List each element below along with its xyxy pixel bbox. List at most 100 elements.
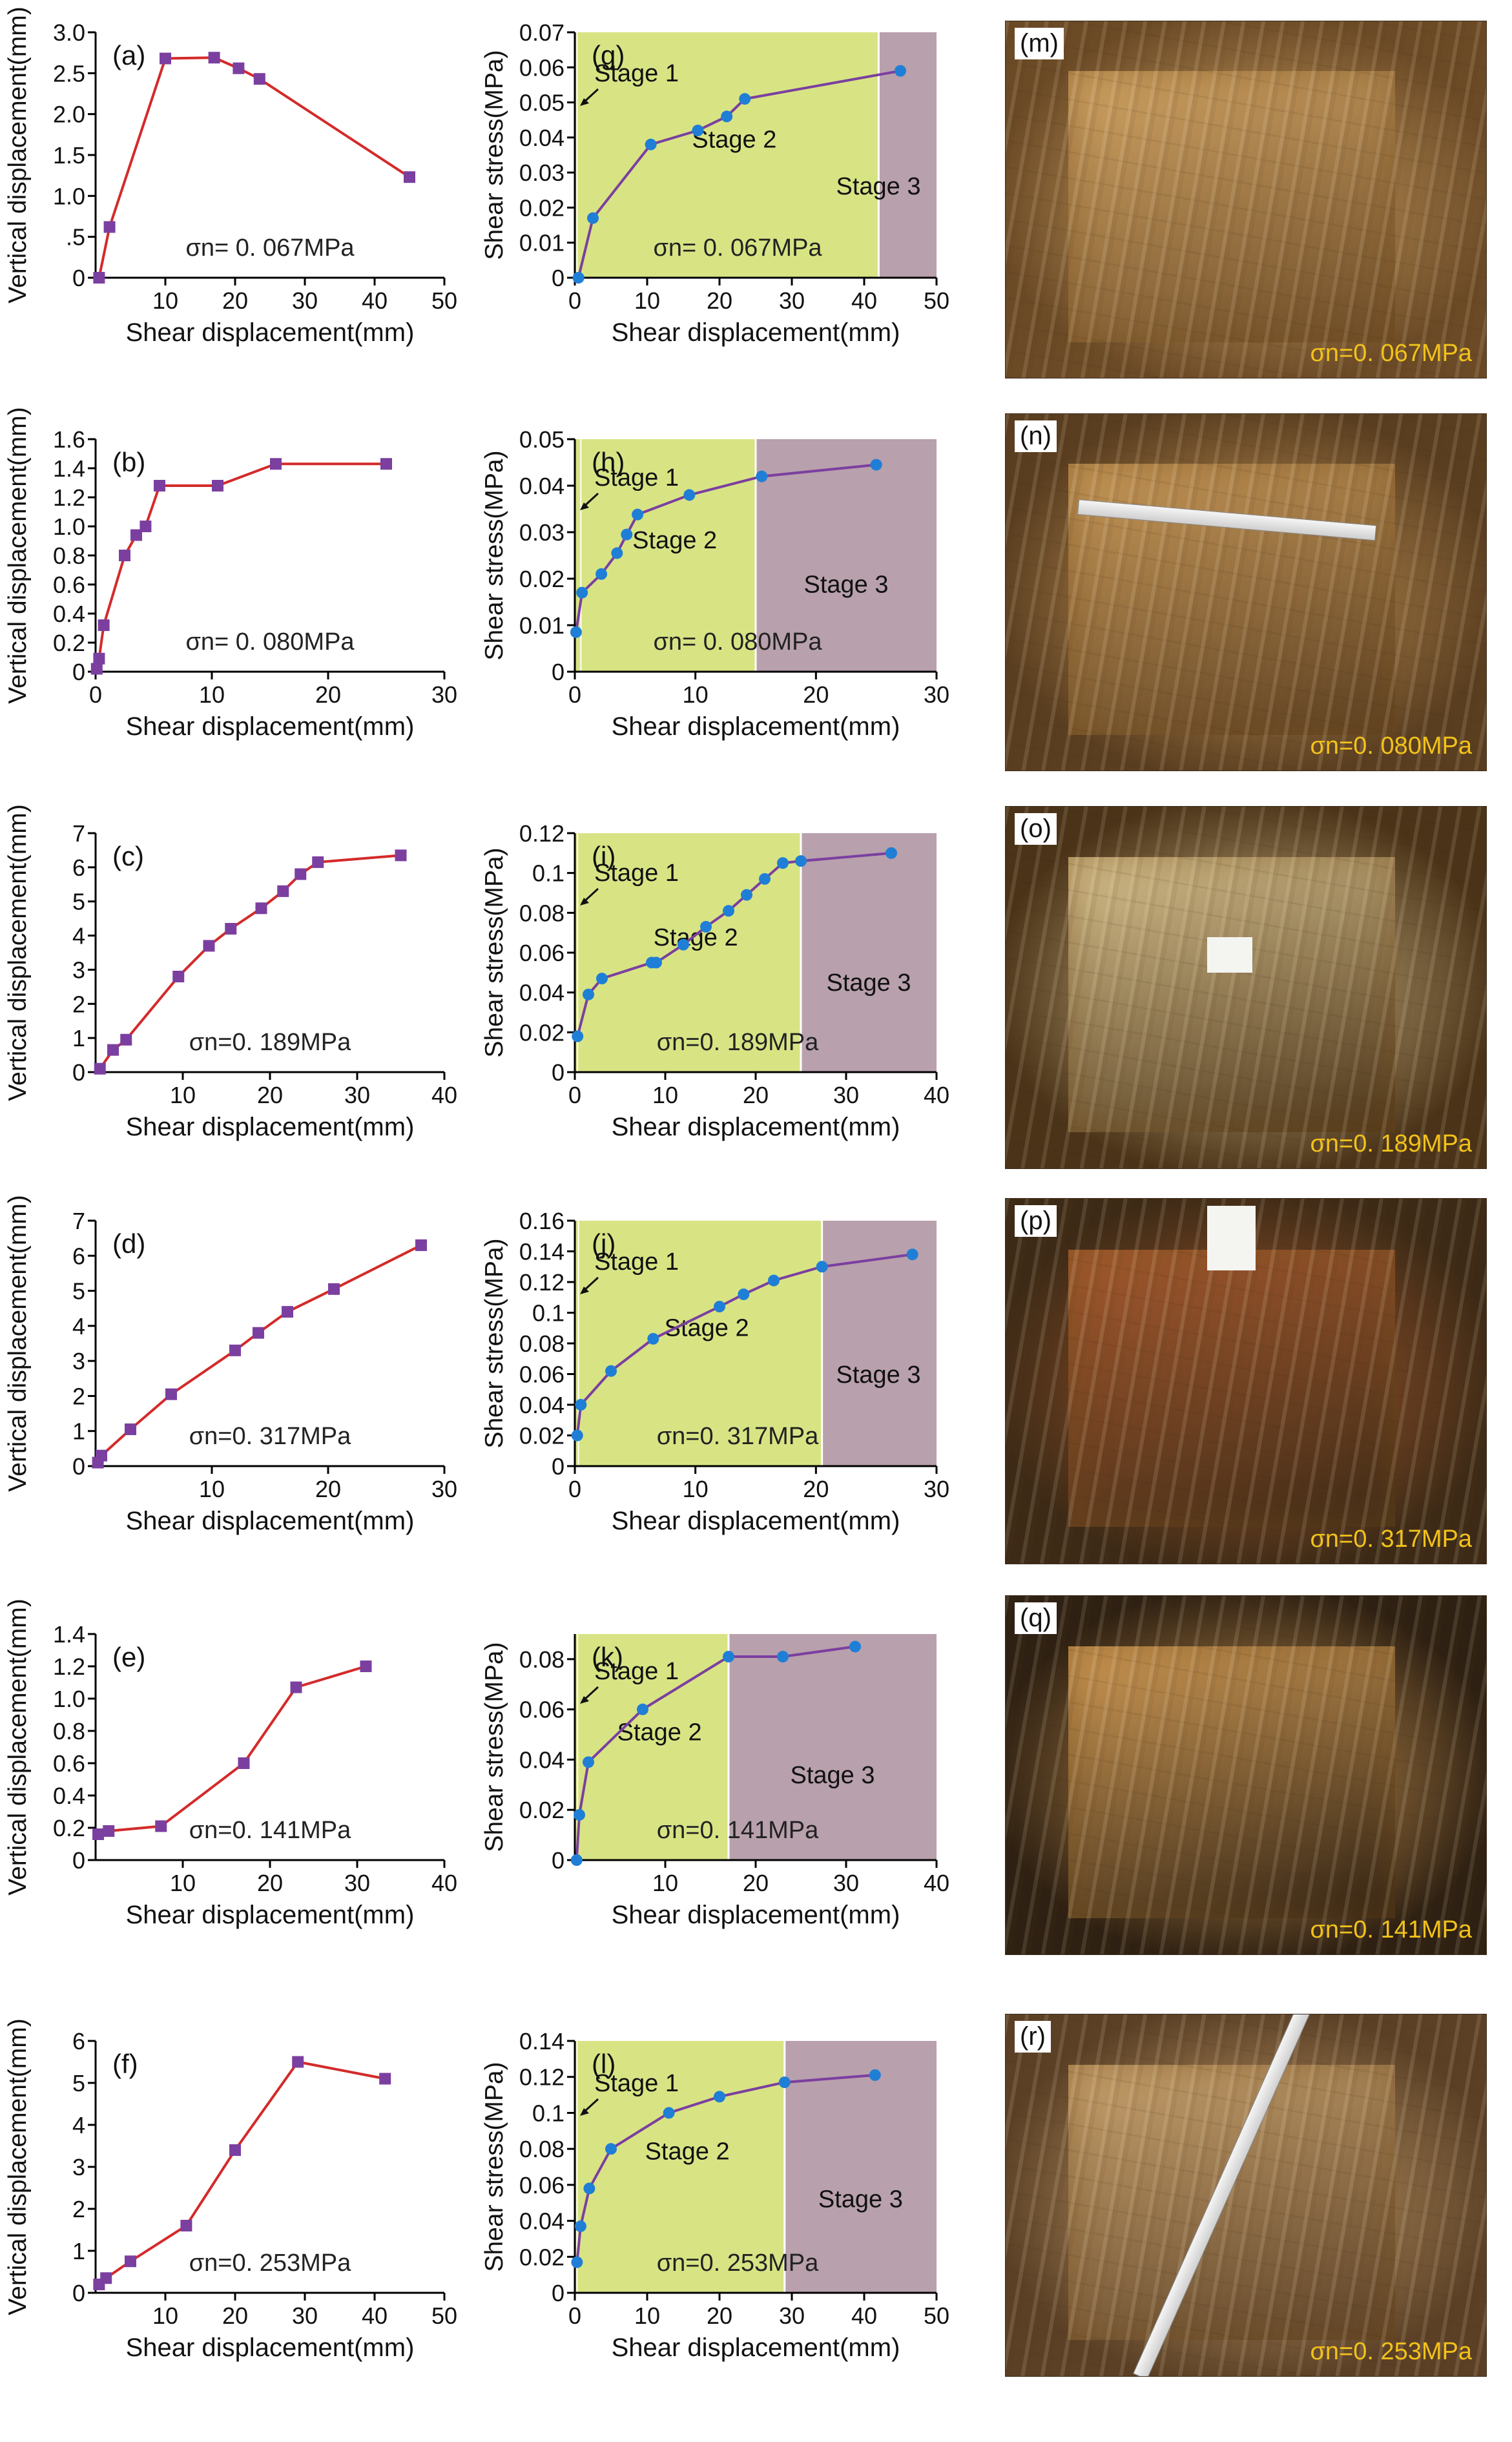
x-tick-label: 20 [707,287,732,314]
y-tick-label: 0.16 [519,1208,564,1234]
sigma-annotation: σn= 0. 067MPa [653,234,822,262]
x-tick-label: 30 [924,1476,949,1502]
data-point [650,957,662,969]
x-axis-label: Shear displacement(mm) [612,2333,900,2362]
x-tick-label: 40 [924,1870,949,1896]
data-point [570,1854,583,1866]
data-point [165,1388,177,1400]
x-tick-label: 20 [803,681,829,708]
x-tick-label: 30 [779,287,805,314]
y-tick-label: 0.8 [53,1718,85,1744]
y-tick-label: 6 [72,2028,85,2054]
photo-panel-p: (p) σn=0. 317MPa [1005,1198,1487,1564]
data-point [583,2182,595,2195]
stage-label: Stage 2 [692,127,776,154]
data-point [172,971,185,982]
sigma-annotation: σn=0. 253MPa [189,2250,351,2277]
data-point [795,855,807,867]
y-tick-label: 2.0 [53,101,85,128]
panel-label: (j) [592,1228,616,1259]
data-point [140,521,152,532]
x-tick-label: 40 [362,287,388,314]
x-tick-label: 10 [170,1082,196,1108]
x-tick-label: 30 [833,1082,859,1108]
x-tick-label: 50 [924,287,949,314]
photo-sigma-label: σn=0. 189MPa [1310,1130,1472,1157]
y-tick-label: 0 [552,2280,564,2306]
data-point [595,568,608,580]
y-tick-label: 2 [72,2196,85,2222]
y-tick-label: 3 [72,2154,85,2180]
panel-label: (b) [112,447,145,477]
data-point [816,1261,828,1273]
stage-label: Stage 2 [632,527,717,554]
soil-texture [1006,414,1486,771]
y-tick-label: 1 [72,1418,85,1445]
x-tick-label: 10 [152,287,178,314]
y-tick-label: 0.02 [519,2244,564,2270]
stage-region-2 [578,1221,822,1466]
data-point [160,52,171,65]
data-point [870,459,882,471]
y-tick-label: 5 [72,889,85,915]
y-tick-label: 4 [72,2112,85,2138]
y-tick-label: 0 [72,1847,85,1874]
data-point [395,849,407,862]
data-point [270,458,282,470]
data-point [576,586,588,599]
chart-panel-g: 0 0.01 0.02 0.03 0.04 0.05 0.06 0.07 0 10 20 30 40 50… [481,19,949,347]
y-tick-label: 0 [72,265,85,291]
photo-sigma-label: σn=0. 141MPa [1310,1916,1472,1943]
y-tick-label: 0.04 [519,2208,564,2235]
data-point [229,2144,241,2156]
y-tick-label: 3 [72,957,85,983]
y-tick-label: 1 [72,1025,85,1051]
x-axis-label: Shear displacement(mm) [126,1901,415,1929]
y-tick-label: 0.04 [519,473,564,499]
data-point [238,1757,250,1769]
data-point [103,1825,115,1837]
sigma-annotation: σn= 0. 080MPa [185,628,355,656]
x-tick-label: 20 [222,287,248,314]
y-tick-label: 0.8 [53,543,85,569]
y-tick-label: 0.02 [519,1797,564,1823]
y-tick-label: 1.4 [53,455,85,482]
stage-label: Stage 3 [836,1361,921,1389]
data-point [255,902,267,915]
panel-label: (k) [592,1642,623,1672]
y-tick-label: 0.12 [519,820,564,847]
x-axis-label: Shear displacement(mm) [126,712,415,741]
data-point [208,52,220,64]
chart-panel-e: 0 0.2 0.4 0.6 0.8 1.0 1.2 1.4 10 20 30 40 Shear disp… [4,1599,457,1929]
stage-region-1 [575,1221,579,1466]
y-tick-label: 1.2 [53,1653,85,1680]
stage-region-2 [577,833,801,1072]
data-point [360,1661,372,1672]
x-tick-label: 40 [851,287,877,314]
sigma-annotation: σn=0. 253MPa [657,2250,819,2277]
stage-label: Stage 3 [791,1762,875,1789]
data-point [103,221,116,233]
stage-region-3 [878,32,937,278]
stage-region-1 [575,1634,578,1860]
data-point [290,1681,302,1693]
panel-label: (e) [112,1642,145,1672]
x-tick-label: 30 [292,2302,318,2329]
photo-panel-n: (n) σn=0. 080MPa [1005,413,1487,771]
x-tick-label: 10 [199,681,225,708]
chart-panel-j: 0 0.02 0.04 0.06 0.08 0.1 0.12 0.14 0.16 0 10 20 30 S… [481,1208,949,1535]
y-axis-label: Shear stress(MPa) [481,847,508,1057]
soil-texture [1006,807,1486,1168]
sigma-annotation: σn=0. 317MPa [657,1423,819,1450]
stage-region-2 [577,2041,785,2293]
x-tick-label: 10 [652,1870,678,1896]
stage-region-1 [575,439,581,672]
data-point [203,940,215,952]
x-tick-label: 30 [431,681,457,708]
data-point [632,508,644,521]
y-tick-label: 0 [72,1453,85,1480]
data-point [119,550,130,561]
x-tick-label: 50 [431,287,457,314]
y-tick-label: 0.14 [519,1239,564,1265]
chart-panel-l: 0 0.02 0.04 0.06 0.08 0.1 0.12 0.14 0 10 20 30 40 50 S… [481,2028,949,2362]
